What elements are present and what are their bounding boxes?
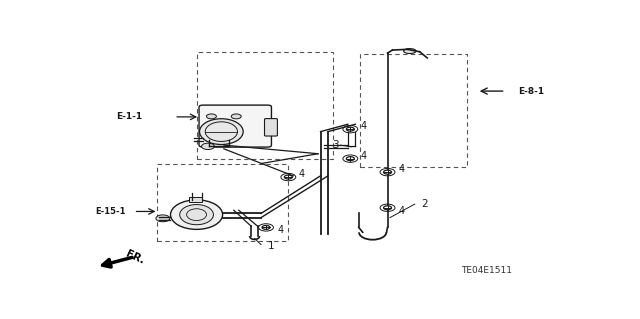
Ellipse shape	[200, 119, 243, 145]
Text: 4: 4	[298, 169, 305, 179]
Text: E-15-1: E-15-1	[95, 207, 126, 216]
Ellipse shape	[180, 204, 213, 225]
Text: E-1-1: E-1-1	[116, 112, 143, 122]
Circle shape	[383, 170, 392, 174]
Bar	[189, 197, 202, 202]
Text: 4: 4	[399, 164, 404, 174]
Circle shape	[284, 175, 292, 179]
Circle shape	[156, 215, 170, 222]
Text: TE04E1511: TE04E1511	[461, 266, 512, 275]
Bar	[196, 52, 333, 159]
Text: 1: 1	[268, 241, 275, 251]
Text: 4: 4	[360, 121, 366, 131]
Text: 4: 4	[360, 151, 366, 161]
Text: FR.: FR.	[125, 249, 147, 266]
Circle shape	[383, 206, 392, 210]
Bar	[360, 54, 467, 167]
Text: 2: 2	[421, 199, 428, 209]
Circle shape	[231, 114, 241, 119]
Circle shape	[346, 127, 355, 131]
Text: E-8-1: E-8-1	[518, 86, 545, 96]
Circle shape	[207, 114, 216, 119]
Ellipse shape	[404, 48, 416, 54]
Circle shape	[262, 226, 270, 229]
Bar	[157, 164, 288, 241]
Circle shape	[346, 157, 355, 160]
Text: 4: 4	[277, 225, 284, 235]
Text: 4: 4	[399, 206, 404, 216]
FancyBboxPatch shape	[199, 105, 271, 147]
Text: 3: 3	[332, 140, 339, 150]
Circle shape	[202, 143, 214, 150]
Ellipse shape	[170, 200, 223, 229]
FancyBboxPatch shape	[264, 119, 277, 136]
